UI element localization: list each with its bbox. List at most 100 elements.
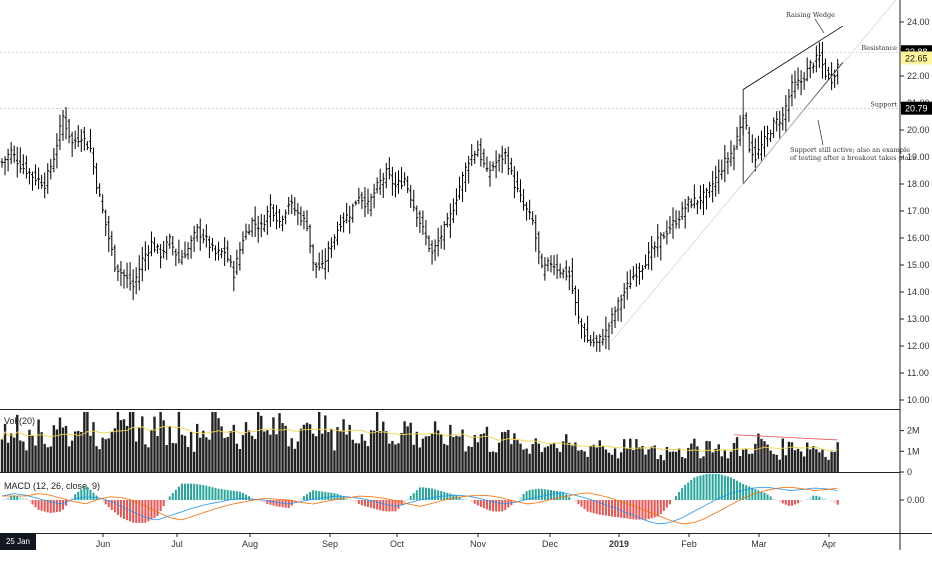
volume-bar [220, 426, 222, 472]
macd-histogram-bar [605, 500, 607, 516]
volume-bar [101, 438, 103, 472]
macd-histogram-bar [199, 485, 201, 500]
macd-histogram-bar [419, 487, 421, 500]
volume-bar [251, 436, 253, 472]
macd-histogram-bar [794, 500, 796, 505]
macd-histogram-bar [434, 489, 436, 500]
macd-histogram-bar [233, 491, 235, 500]
volume-bar [196, 424, 198, 472]
level-name-label: Support [870, 101, 897, 109]
macd-histogram-bar [648, 500, 650, 519]
volume-bar [528, 454, 530, 472]
volume-bar [733, 443, 735, 472]
macd-histogram-bar [218, 489, 220, 500]
volume-bar [138, 427, 140, 472]
macd-histogram-bar [474, 500, 476, 504]
volume-bar [269, 435, 271, 472]
price-tick-label: 11.00 [907, 368, 929, 378]
volume-bar [303, 425, 305, 472]
volume-bar [376, 412, 378, 472]
macd-histogram-bar [544, 489, 546, 500]
volume-bar [580, 450, 582, 472]
macd-histogram-bar [16, 496, 18, 500]
volume-bar [190, 432, 192, 472]
volume-bar [620, 452, 622, 472]
macd-histogram-bar [501, 500, 503, 511]
volume-bar [266, 430, 268, 472]
volume-bar [77, 431, 79, 472]
volume-bar [123, 419, 125, 472]
macd-histogram-bar [571, 499, 573, 500]
macd-histogram-bar [114, 500, 116, 512]
macd-histogram-bar [770, 496, 772, 500]
volume-bar [519, 444, 521, 472]
macd-histogram-bar [483, 500, 485, 508]
macd-histogram-bar [160, 500, 162, 511]
volume-bar [614, 448, 616, 472]
volume-bar [498, 443, 500, 472]
macd-histogram-bar [629, 500, 631, 519]
volume-bar [144, 444, 146, 472]
volume-bar [7, 443, 9, 472]
volume-bar [492, 451, 494, 472]
macd-histogram-bar [10, 496, 12, 500]
volume-bar [489, 452, 491, 472]
macd-histogram-bar [324, 492, 326, 500]
macd-histogram-bar [535, 489, 537, 500]
volume-tick-label: 0 [907, 467, 912, 477]
volume-bar [111, 431, 113, 472]
volume-bar [422, 439, 424, 472]
macd-histogram-bar [80, 489, 82, 500]
macd-histogram-bar [669, 500, 671, 504]
volume-bar [544, 447, 546, 472]
macd-histogram-bar [38, 500, 40, 510]
volume-bar [74, 432, 76, 472]
volume-bar [217, 418, 219, 472]
macd-histogram-bar [364, 500, 366, 506]
volume-bar [147, 447, 149, 472]
volume-bar [461, 430, 463, 472]
macd-histogram-bar [587, 500, 589, 512]
macd-histogram-bar [352, 500, 354, 501]
volume-bar [397, 443, 399, 472]
volume-bar [22, 441, 24, 472]
macd-histogram-bar [471, 500, 473, 502]
volume-bar [708, 441, 710, 472]
price-tick-label: 19.00 [907, 152, 930, 162]
macd-histogram-bar [410, 496, 412, 500]
macd-histogram-bar [208, 486, 210, 500]
volume-bar [553, 443, 555, 472]
volume-bar [565, 434, 567, 472]
volume-bar [715, 449, 717, 472]
macd-histogram-bar [300, 498, 302, 500]
macd-histogram-bar [227, 490, 229, 500]
level-value-text: 22.65 [905, 53, 928, 63]
macd-histogram-bar [812, 496, 814, 500]
volume-bar [532, 444, 534, 472]
macd-histogram-bar [224, 490, 226, 500]
volume-bar [80, 432, 82, 472]
macd-histogram-bar [767, 494, 769, 500]
volume-bar [538, 444, 540, 472]
volume-bar [413, 445, 415, 472]
volume-bar [782, 439, 784, 472]
macd-histogram-bar [675, 496, 677, 500]
macd-histogram-bar [25, 499, 27, 500]
macd-histogram-bar [577, 500, 579, 504]
volume-bar [306, 423, 308, 472]
volume-bar [284, 426, 286, 472]
volume-bar [611, 455, 613, 472]
volume-bar [623, 439, 625, 472]
volume-bar [605, 449, 607, 472]
macd-histogram-bar [272, 500, 274, 506]
macd-histogram-bar [693, 478, 695, 500]
macd-histogram-bar [486, 500, 488, 509]
macd-histogram-bar [276, 500, 278, 506]
volume-bar [309, 424, 311, 472]
macd-histogram-bar [120, 500, 122, 517]
macd-histogram-bar [632, 500, 634, 519]
volume-bar [324, 415, 326, 472]
macd-histogram-bar [440, 491, 442, 500]
volume-bar [373, 431, 375, 472]
macd-histogram-bar [574, 500, 576, 502]
